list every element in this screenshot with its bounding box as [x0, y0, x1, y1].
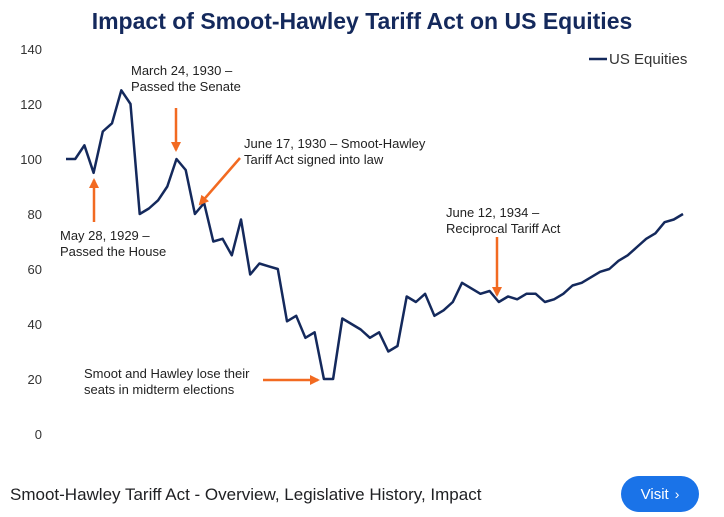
annotation-text: May 28, 1929 –	[60, 228, 150, 243]
y-tick-label: 120	[20, 97, 42, 112]
visit-label: Visit	[640, 485, 669, 503]
legend: US Equities	[589, 51, 687, 68]
annotation-text: Tariff Act signed into law	[244, 152, 384, 167]
y-tick-label: 100	[20, 152, 42, 167]
result-caption[interactable]: Smoot-Hawley Tariff Act - Overview, Legi…	[10, 485, 482, 504]
annotation-text: Passed the Senate	[131, 79, 241, 94]
annotation-text: March 24, 1930 –	[131, 63, 233, 78]
y-tick-label: 40	[28, 317, 42, 332]
annotation-text: June 17, 1930 – Smoot-Hawley	[244, 136, 426, 151]
annotation-text: Passed the House	[60, 244, 166, 259]
annotation-arrow	[198, 157, 241, 206]
series-line-us-equities	[66, 89, 684, 381]
annotations-group: March 24, 1930 –Passed the Senate June 17…	[60, 63, 561, 397]
y-tick-label: 140	[20, 42, 42, 57]
annotation-text: June 12, 1934 –	[446, 205, 540, 220]
y-axis: 0 20 40 60 80 100 120 140	[20, 42, 42, 442]
annotation-text: Smoot and Hawley lose their	[84, 366, 250, 381]
chevron-right-icon: ›	[674, 486, 680, 502]
annotation-text: seats in midterm elections	[84, 382, 235, 397]
visit-button[interactable]: Visit ›	[621, 476, 699, 512]
chart-title: Impact of Smoot-Hawley Tariff Act on US …	[91, 8, 633, 34]
y-tick-label: 80	[28, 207, 42, 222]
y-tick-label: 60	[28, 262, 42, 277]
series-line-group	[66, 89, 684, 381]
y-tick-label: 0	[35, 427, 42, 442]
legend-label: US Equities	[609, 51, 687, 68]
y-tick-label: 20	[28, 372, 42, 387]
annotation-text: Reciprocal Tariff Act	[446, 221, 561, 236]
